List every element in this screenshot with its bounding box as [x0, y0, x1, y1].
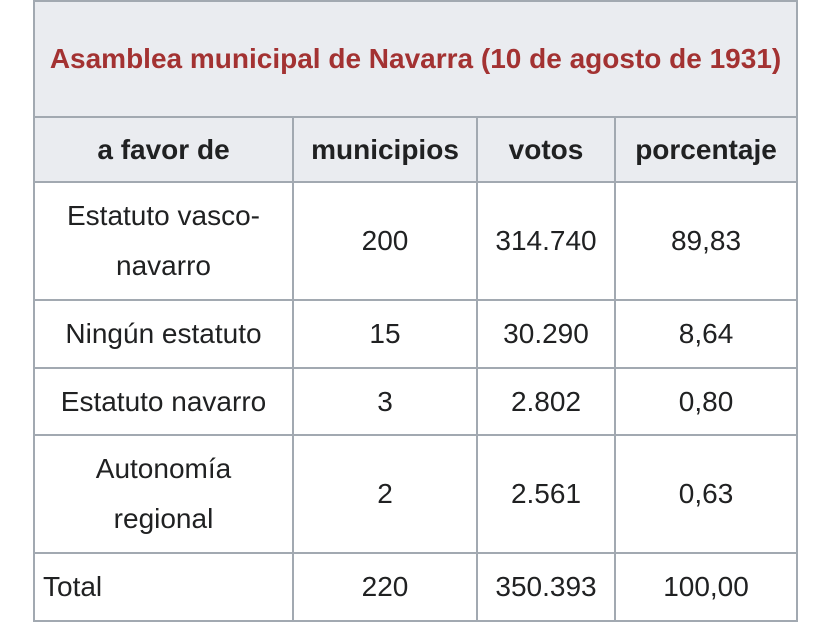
cell: 89,83 — [613, 181, 799, 301]
cell: 30.290 — [476, 299, 616, 369]
column-header: a favor de — [33, 116, 294, 183]
cell: 2.561 — [476, 434, 616, 554]
cell: 2 — [292, 434, 478, 554]
cell: Autonomía regional — [33, 434, 294, 554]
cell: Ningún estatuto — [33, 299, 294, 369]
column-header: municipios — [292, 116, 478, 183]
cell: 100,00 — [613, 552, 799, 622]
cell: 0,80 — [613, 367, 799, 436]
table-row: Ningún estatuto 15 30.290 8,64 — [33, 299, 799, 369]
cell: Estatuto vasco-navarro — [33, 181, 294, 301]
table-row: Estatuto vasco-navarro 200 314.740 89,83 — [33, 181, 799, 301]
cell: 314.740 — [476, 181, 616, 301]
results-table: Asamblea municipal de Navarra (10 de ago… — [32, 0, 799, 622]
caption-row: Asamblea municipal de Navarra (10 de ago… — [32, 0, 799, 118]
cell: 3 — [292, 367, 478, 436]
cell: 220 — [292, 552, 478, 622]
table-caption: Asamblea municipal de Navarra (10 de ago… — [32, 0, 799, 118]
cell: 2.802 — [476, 367, 616, 436]
table-row: Total 220 350.393 100,00 — [33, 552, 799, 622]
cell: Estatuto navarro — [33, 367, 294, 436]
header-row: a favor de municipios votos porcentaje — [33, 116, 799, 183]
cell: 200 — [292, 181, 478, 301]
table-row: Estatuto navarro 3 2.802 0,80 — [33, 367, 799, 436]
cell: 15 — [292, 299, 478, 369]
column-header: porcentaje — [613, 116, 799, 183]
cell: 8,64 — [613, 299, 799, 369]
cell: 350.393 — [476, 552, 616, 622]
cell: Total — [33, 552, 294, 622]
table-row: Autonomía regional 2 2.561 0,63 — [33, 434, 799, 554]
column-header: votos — [476, 116, 616, 183]
cell: 0,63 — [613, 434, 799, 554]
